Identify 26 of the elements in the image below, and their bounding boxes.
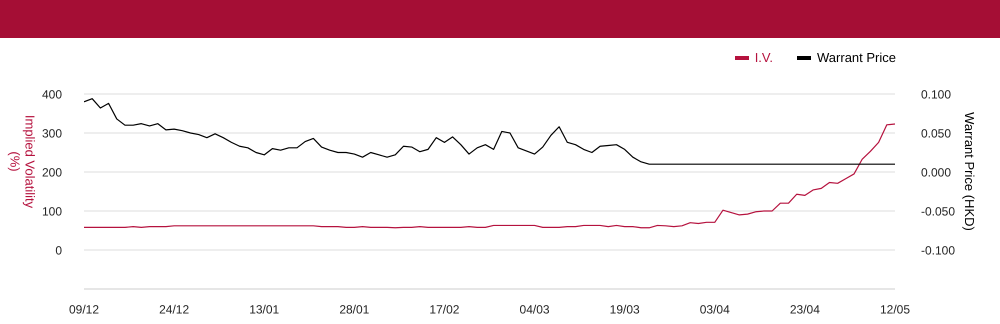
- legend-label: I.V.: [754, 50, 774, 65]
- x-tick-label: 28/01: [339, 302, 370, 317]
- line-series: [84, 98, 895, 165]
- y2-tick-label: 0.000: [921, 165, 952, 180]
- x-tick-label: 23/04: [790, 302, 820, 317]
- y-tick-label: 100: [42, 204, 62, 218]
- y2-tick-label: -0.100: [921, 243, 956, 258]
- y-tick-label: 200: [42, 165, 62, 180]
- line-series: [84, 123, 895, 228]
- y-tick-label: 400: [42, 87, 62, 102]
- y-axis-title: Implied Volatility (%): [8, 114, 38, 209]
- x-tick-label: 03/04: [700, 302, 730, 317]
- legend-label: Warrant Price: [816, 50, 896, 65]
- x-tick-label: 24/12: [159, 302, 190, 317]
- y2-tick-label: -0.050: [921, 204, 956, 218]
- x-tick-label: 13/01: [249, 302, 280, 317]
- y2-tick-label: 0.100: [921, 87, 952, 102]
- y-tick-label: 0: [55, 243, 62, 258]
- x-tick-label: 04/03: [520, 302, 550, 317]
- y2-tick-label: 0.050: [921, 126, 952, 140]
- x-tick-label: 12/05: [880, 302, 910, 317]
- x-tick-label: 09/12: [68, 302, 100, 317]
- x-tick-label: 17/02: [429, 302, 460, 317]
- y2-axis-title: Warrant Price (HKD): [962, 112, 977, 231]
- x-tick-label: 19/03: [610, 302, 640, 317]
- y-tick-label: 300: [42, 126, 62, 140]
